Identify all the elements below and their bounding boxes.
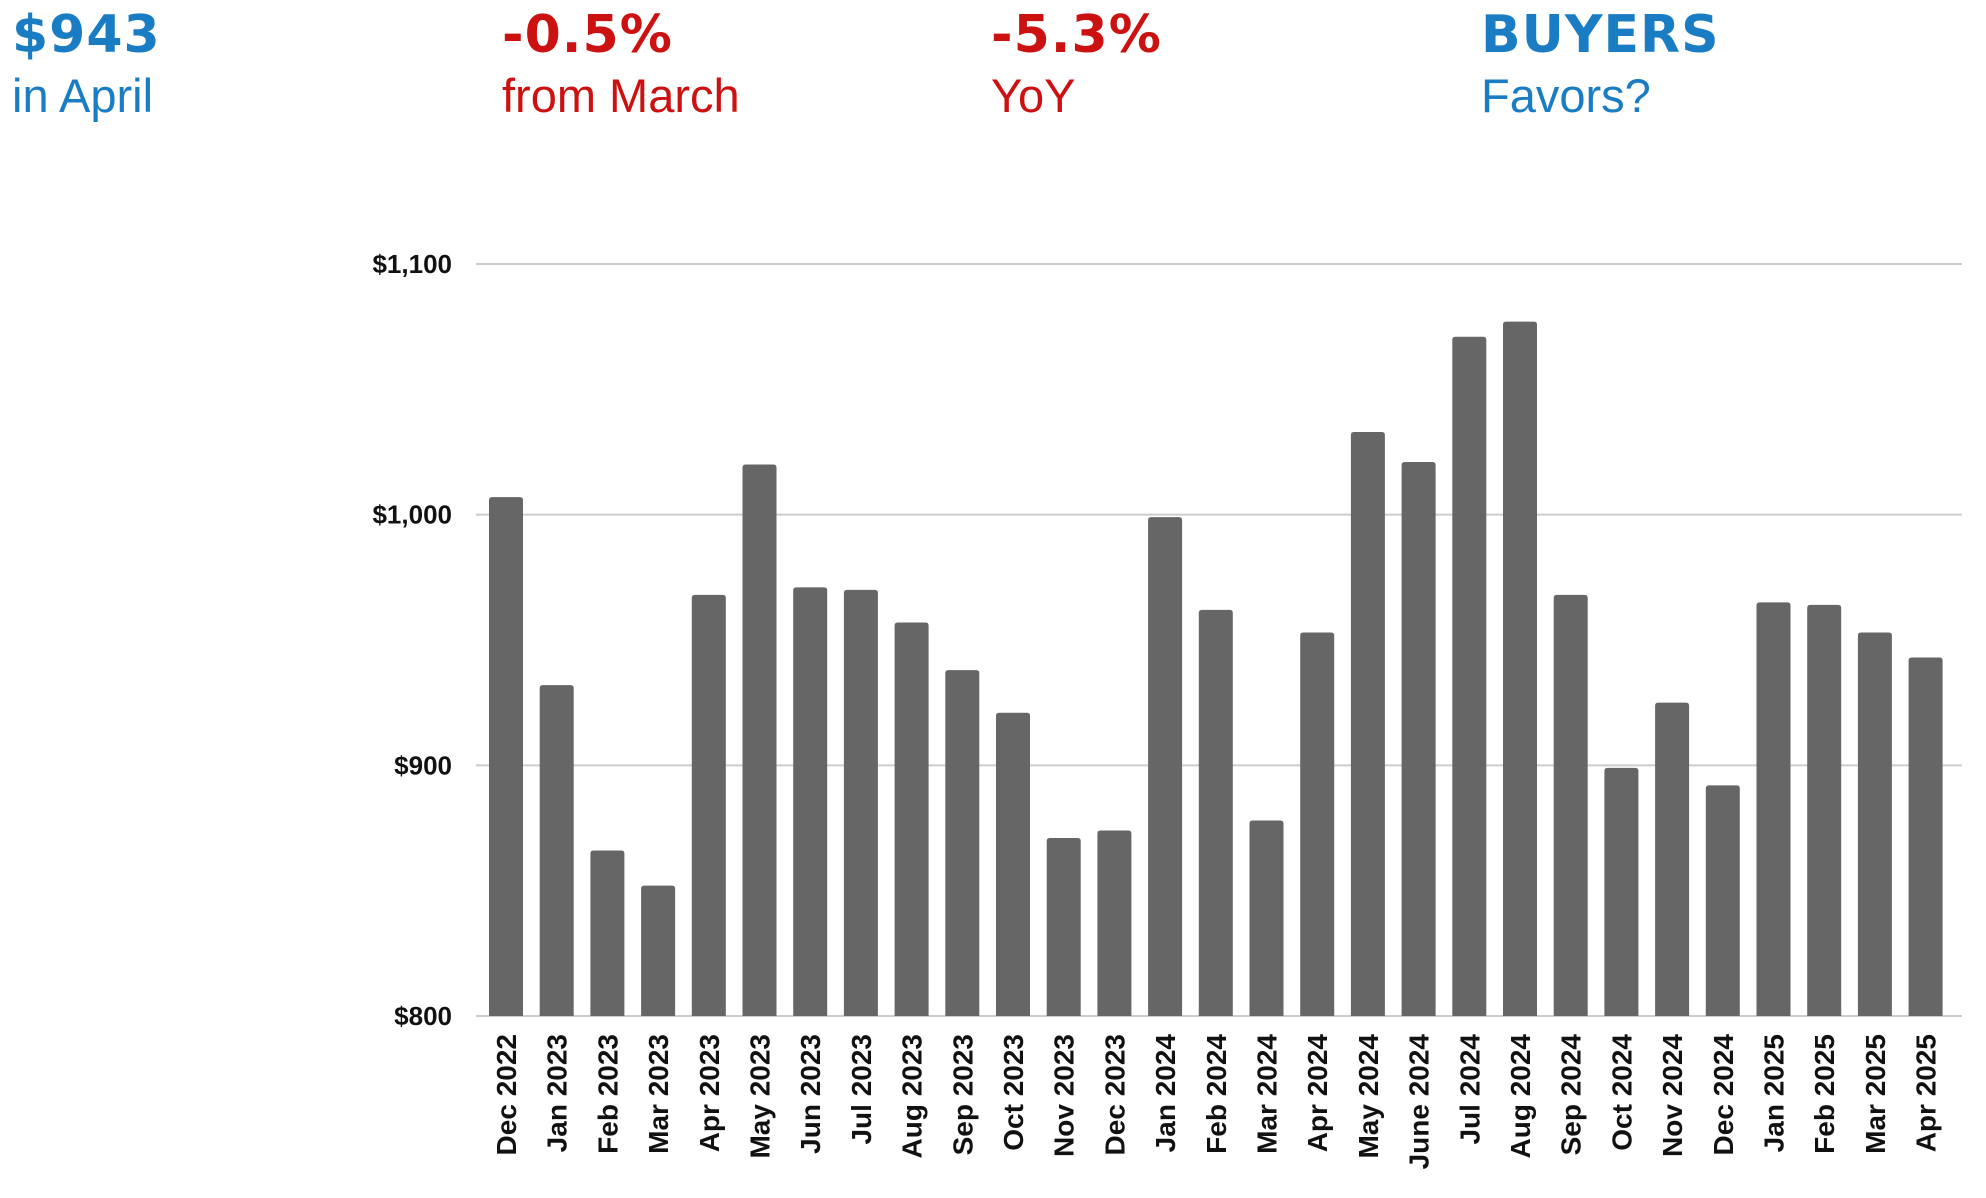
y-tick-label: $900 — [394, 750, 452, 780]
x-tick-label: Mar 2024 — [1252, 1034, 1283, 1154]
bar — [641, 885, 676, 1016]
bar — [1452, 336, 1487, 1016]
stat-value: BUYERS — [1481, 5, 1720, 65]
x-axis-ticks: Dec 2022 Jan 2023 Feb 2023 Mar 2023 Apr 2023… — [491, 1034, 1942, 1170]
x-tick-label: May 2023 — [745, 1034, 776, 1159]
bars — [489, 321, 1943, 1016]
stat-value: -5.3% — [991, 5, 1162, 65]
x-tick-label: Jan 2024 — [1150, 1034, 1181, 1153]
bar — [843, 589, 878, 1016]
bar — [742, 464, 777, 1016]
stat-yoy-change: -5.3% YoY — [991, 0, 1162, 126]
bar — [1655, 702, 1690, 1016]
bar — [793, 587, 828, 1016]
x-tick-label: Feb 2023 — [592, 1034, 623, 1154]
bar — [1553, 594, 1588, 1016]
bar — [945, 670, 980, 1016]
bar — [1249, 820, 1284, 1016]
x-tick-label: Jun 2023 — [795, 1034, 826, 1154]
x-tick-label: Apr 2024 — [1302, 1034, 1333, 1153]
x-tick-label: Jul 2023 — [846, 1034, 877, 1145]
bar — [1857, 632, 1892, 1016]
bar — [1705, 785, 1740, 1016]
x-tick-label: May 2024 — [1353, 1034, 1384, 1159]
stat-label: in April — [12, 69, 154, 122]
stat-value: -0.5% — [502, 5, 673, 65]
bar — [1350, 431, 1385, 1016]
bar — [1807, 604, 1842, 1016]
bar — [1756, 602, 1791, 1016]
x-tick-label: Jul 2024 — [1454, 1034, 1485, 1145]
stat-label: from March — [502, 69, 740, 122]
bar — [996, 712, 1030, 1016]
bar — [1908, 657, 1943, 1016]
stat-month-change: -0.5% from March — [502, 0, 740, 126]
x-tick-label: Mar 2025 — [1860, 1034, 1891, 1154]
x-tick-label: Feb 2024 — [1201, 1034, 1232, 1154]
x-tick-label: Apr 2025 — [1911, 1034, 1942, 1152]
bar — [1503, 321, 1537, 1016]
x-tick-label: Dec 2022 — [491, 1034, 522, 1155]
x-tick-label: Nov 2024 — [1657, 1034, 1688, 1157]
x-tick-label: Dec 2023 — [1099, 1034, 1130, 1155]
stat-label: Favors? — [1481, 69, 1651, 122]
bar — [590, 850, 625, 1016]
bar — [1604, 767, 1639, 1016]
x-tick-label: Oct 2023 — [998, 1034, 1029, 1151]
bar — [1300, 632, 1335, 1016]
x-tick-label: Sep 2024 — [1556, 1034, 1587, 1156]
bar — [1097, 830, 1132, 1016]
y-axis-ticks: $800 $900 $1,000 $1,100 — [372, 249, 452, 1031]
bar — [539, 685, 574, 1016]
x-tick-label: Mar 2023 — [643, 1034, 674, 1154]
bar — [489, 497, 523, 1016]
stat-market-favor: BUYERS Favors? — [1481, 0, 1720, 126]
y-tick-label: $1,100 — [372, 249, 452, 279]
y-tick-label: $1,000 — [372, 500, 452, 530]
stat-label: YoY — [991, 69, 1076, 122]
x-tick-label: Jan 2025 — [1759, 1034, 1790, 1152]
x-tick-label: Oct 2024 — [1606, 1034, 1637, 1151]
bar — [1046, 838, 1081, 1016]
x-tick-label: Feb 2025 — [1809, 1034, 1840, 1154]
x-tick-label: Dec 2024 — [1708, 1034, 1739, 1156]
bar — [1148, 517, 1183, 1016]
y-tick-label: $800 — [394, 1001, 452, 1031]
bar — [1401, 462, 1436, 1016]
bar — [1198, 609, 1233, 1016]
x-tick-label: Aug 2024 — [1505, 1034, 1536, 1159]
stat-value: $943 — [12, 5, 161, 65]
x-tick-label: Sep 2023 — [947, 1034, 978, 1155]
bar — [894, 622, 929, 1016]
x-tick-label: June 2024 — [1404, 1034, 1435, 1170]
x-tick-label: Jan 2023 — [542, 1034, 573, 1152]
bar — [691, 594, 726, 1016]
x-tick-label: Nov 2023 — [1049, 1034, 1080, 1157]
x-tick-label: Apr 2023 — [694, 1034, 725, 1152]
x-tick-label: Aug 2023 — [897, 1034, 928, 1159]
stat-average-value: $943 in April — [12, 0, 161, 126]
